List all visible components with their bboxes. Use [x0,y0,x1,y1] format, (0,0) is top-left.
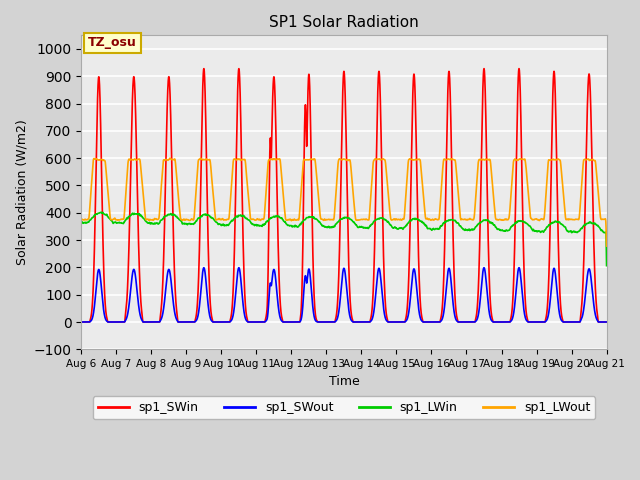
sp1_LWout [172,162,179,168]
sp1_SWin [324,319,332,325]
sp1_LWin [492,224,499,230]
sp1_SWout [461,319,469,325]
sp1_SWin [492,319,499,325]
sp1_LWout [602,222,610,228]
sp1_LWout [324,216,332,222]
sp1_LWin [172,214,180,219]
sp1_LWout [492,214,499,219]
sp1_LWout [196,156,204,161]
sp1_SWout [433,319,440,325]
Text: TZ_osu: TZ_osu [88,36,137,49]
sp1_LWin [97,209,105,215]
sp1_LWout [603,243,611,249]
sp1_LWin [324,224,332,230]
Title: SP1 Solar Radiation: SP1 Solar Radiation [269,15,419,30]
sp1_SWout [324,319,332,325]
sp1_SWin [172,296,179,301]
sp1_SWin [433,319,440,325]
sp1_SWout [492,319,499,325]
sp1_LWout [77,216,85,222]
sp1_LWin [602,230,610,236]
sp1_LWout [433,216,440,222]
sp1_SWin [461,319,469,325]
sp1_SWout [77,319,85,325]
Legend: sp1_SWin, sp1_SWout, sp1_LWin, sp1_LWout: sp1_SWin, sp1_SWout, sp1_LWin, sp1_LWout [93,396,595,420]
Line: sp1_SWin: sp1_SWin [81,69,607,322]
sp1_LWin [77,219,85,225]
sp1_SWin [602,319,610,325]
sp1_SWout [172,314,179,320]
sp1_SWin [603,319,611,325]
sp1_LWin [603,263,611,268]
sp1_SWin [515,66,523,72]
sp1_LWout [461,217,469,223]
sp1_SWout [603,319,611,325]
Line: sp1_SWout: sp1_SWout [81,268,607,322]
sp1_SWin [77,319,85,325]
sp1_SWout [515,265,523,271]
sp1_SWout [602,319,610,325]
Line: sp1_LWout: sp1_LWout [81,158,607,246]
Line: sp1_LWin: sp1_LWin [81,212,607,265]
sp1_LWin [433,226,440,232]
Y-axis label: Solar Radiation (W/m2): Solar Radiation (W/m2) [15,120,28,265]
sp1_LWin [461,226,469,232]
X-axis label: Time: Time [328,374,359,387]
